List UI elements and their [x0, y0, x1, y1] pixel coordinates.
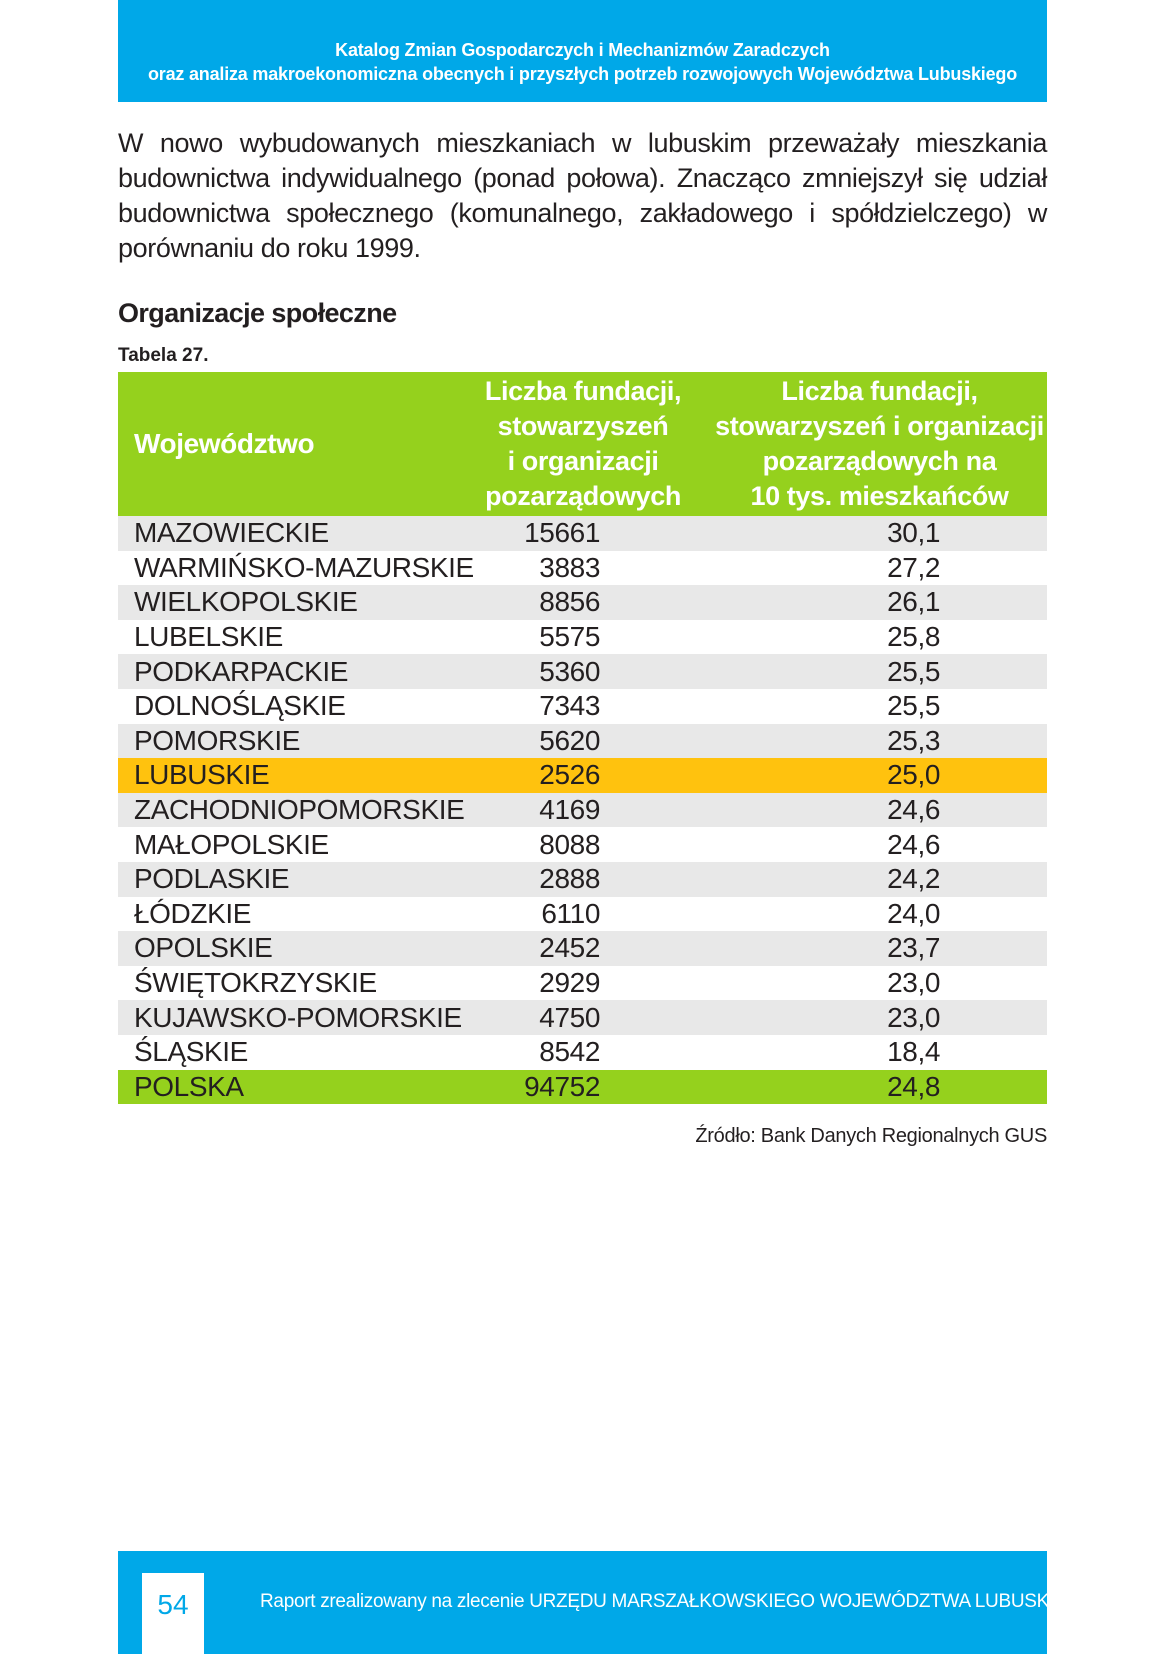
cell-count: 4169 — [539, 794, 600, 826]
cell-per-10k: 30,1 — [887, 517, 940, 549]
table-row-total: POLSKA 94752 24,8 — [118, 1069, 1047, 1105]
page-number: 54 — [142, 1573, 204, 1654]
cell-count: 6110 — [541, 897, 600, 929]
cell-per-10k: 25,8 — [887, 621, 940, 653]
table-row: MAŁOPOLSKIE 8088 24,6 — [118, 827, 1047, 862]
cell-count: 7343 — [539, 690, 600, 722]
cell-voivodeship: LUBUSKIE — [134, 759, 270, 791]
table-row: WIELKOPOLSKIE 8856 26,1 — [118, 585, 1047, 620]
cell-per-10k: 24,2 — [887, 863, 940, 895]
column-header-count-line: Liczba fundacji, — [484, 376, 682, 406]
cell-per-10k: 24,6 — [887, 828, 940, 860]
column-header-per-10k-line: pozarządowych na — [762, 446, 997, 476]
column-header-voivodeship: Województwo — [134, 428, 315, 459]
cell-per-10k: 25,5 — [887, 655, 940, 687]
cell-per-10k: 24,8 — [887, 1070, 940, 1102]
column-header-per-10k-line: 10 tys. mieszkańców — [750, 481, 1009, 511]
table-header-row: Województwo Liczba fundacji, stowarzysze… — [118, 372, 1047, 516]
cell-per-10k: 23,0 — [887, 967, 940, 999]
cell-count: 5360 — [539, 655, 600, 687]
cell-voivodeship: WARMIŃSKO-MAZURSKIE — [134, 551, 474, 583]
table-row: DOLNOŚLĄSKIE 7343 25,5 — [118, 689, 1047, 724]
organizations-table: Województwo Liczba fundacji, stowarzysze… — [118, 372, 1047, 1105]
cell-per-10k: 24,0 — [887, 897, 940, 929]
cell-per-10k: 25,3 — [887, 724, 940, 756]
cell-voivodeship: POMORSKIE — [134, 724, 300, 756]
cell-per-10k: 27,2 — [887, 551, 940, 583]
table-row: KUJAWSKO-POMORSKIE 4750 23,0 — [118, 1000, 1047, 1035]
table-row: LUBELSKIE 5575 25,8 — [118, 620, 1047, 655]
cell-voivodeship: WIELKOPOLSKIE — [134, 586, 358, 618]
cell-voivodeship: ŁÓDZKIE — [134, 897, 252, 929]
table-row: OPOLSKIE 2452 23,7 — [118, 931, 1047, 966]
cell-count: 2888 — [539, 863, 600, 895]
cell-voivodeship: LUBELSKIE — [134, 621, 283, 653]
cell-count: 94752 — [524, 1070, 600, 1102]
cell-voivodeship: PODKARPACKIE — [134, 655, 349, 687]
cell-count: 4750 — [539, 1001, 600, 1033]
cell-voivodeship: DOLNOŚLĄSKIE — [134, 690, 346, 722]
table-row: ŁÓDZKIE 6110 24,0 — [118, 897, 1047, 932]
cell-count: 15661 — [524, 517, 600, 549]
cell-count: 8088 — [539, 828, 600, 860]
table-row: ŚWIĘTOKRZYSKIE 2929 23,0 — [118, 966, 1047, 1001]
cell-voivodeship: KUJAWSKO-POMORSKIE — [134, 1001, 462, 1033]
cell-per-10k: 26,1 — [887, 586, 940, 618]
table-row: PODLASKIE 2888 24,2 — [118, 861, 1047, 897]
document-footer-banner: 54 Raport zrealizowany na zlecenie URZĘD… — [118, 1551, 1096, 1654]
cell-count: 8856 — [539, 586, 600, 618]
cell-voivodeship: ŚLĄSKIE — [134, 1036, 248, 1068]
table-row-highlighted: LUBUSKIE 2526 25,0 — [118, 758, 1047, 793]
cell-voivodeship: MAŁOPOLSKIE — [134, 828, 329, 860]
cell-per-10k: 25,0 — [887, 759, 940, 791]
column-header-count-line: pozarządowych — [485, 481, 681, 511]
column-header-per-10k-line: stowarzyszeń i organizacji — [715, 411, 1044, 441]
source-note: Źródło: Bank Danych Regionalnych GUS — [695, 1125, 1047, 1147]
cell-voivodeship: OPOLSKIE — [134, 932, 273, 964]
cell-per-10k: 23,7 — [887, 932, 940, 964]
cell-voivodeship: MAZOWIECKIE — [134, 517, 329, 549]
section-title: Organizacje społeczne — [118, 298, 397, 328]
table-row: PODKARPACKIE 5360 25,5 — [118, 654, 1047, 689]
cell-count: 3883 — [539, 551, 600, 583]
cell-voivodeship: POLSKA — [134, 1070, 244, 1102]
cell-voivodeship: ZACHODNIOPOMORSKIE — [134, 794, 465, 826]
cell-per-10k: 23,0 — [887, 1001, 940, 1033]
cell-count: 8542 — [539, 1036, 600, 1068]
cell-per-10k: 25,5 — [887, 690, 940, 722]
header-line-1: Katalog Zmian Gospodarczych i Mechanizmó… — [335, 40, 830, 60]
column-header-per-10k: Liczba fundacji, stowarzyszeń i organiza… — [712, 374, 1047, 514]
table-body: MAZOWIECKIE 15661 30,1 WARMIŃSKO-MAZURSKIE… — [118, 516, 1047, 1105]
column-header-count: Liczba fundacji, stowarzyszeń i organiza… — [454, 374, 712, 514]
cell-per-10k: 24,6 — [887, 794, 940, 826]
table-row: ŚLĄSKIE 8542 18,4 — [118, 1035, 1047, 1070]
table-row: ZACHODNIOPOMORSKIE 4169 24,6 — [118, 792, 1047, 828]
table-row: MAZOWIECKIE 15661 30,1 — [118, 516, 1047, 551]
cell-count: 5620 — [539, 724, 600, 756]
cell-count: 5575 — [539, 621, 600, 653]
column-header-count-line: stowarzyszeń — [497, 411, 669, 441]
intro-paragraph: W nowo wybudowanych mieszkaniach w lubus… — [118, 128, 1047, 263]
table-row: WARMIŃSKO-MAZURSKIE 3883 27,2 — [118, 551, 1047, 586]
column-header-count-line: i organizacji — [507, 446, 659, 476]
cell-voivodeship: ŚWIĘTOKRZYSKIE — [134, 967, 377, 999]
column-header-per-10k-line: Liczba fundacji, — [781, 376, 978, 406]
table-caption: Tabela 27. — [118, 345, 209, 366]
table-row: POMORSKIE 5620 25,3 — [118, 723, 1047, 759]
cell-per-10k: 18,4 — [887, 1036, 940, 1068]
header-line-2: oraz analiza makroekonomiczna obecnych i… — [147, 64, 1018, 84]
cell-voivodeship: PODLASKIE — [134, 863, 290, 895]
cell-count: 2452 — [539, 932, 600, 964]
footer-text: Raport zrealizowany na zlecenie URZĘDU M… — [260, 1591, 1096, 1612]
cell-count: 2929 — [539, 967, 600, 999]
document-header-banner: Katalog Zmian Gospodarczych i Mechanizmó… — [118, 0, 1047, 102]
cell-count: 2526 — [539, 759, 600, 791]
